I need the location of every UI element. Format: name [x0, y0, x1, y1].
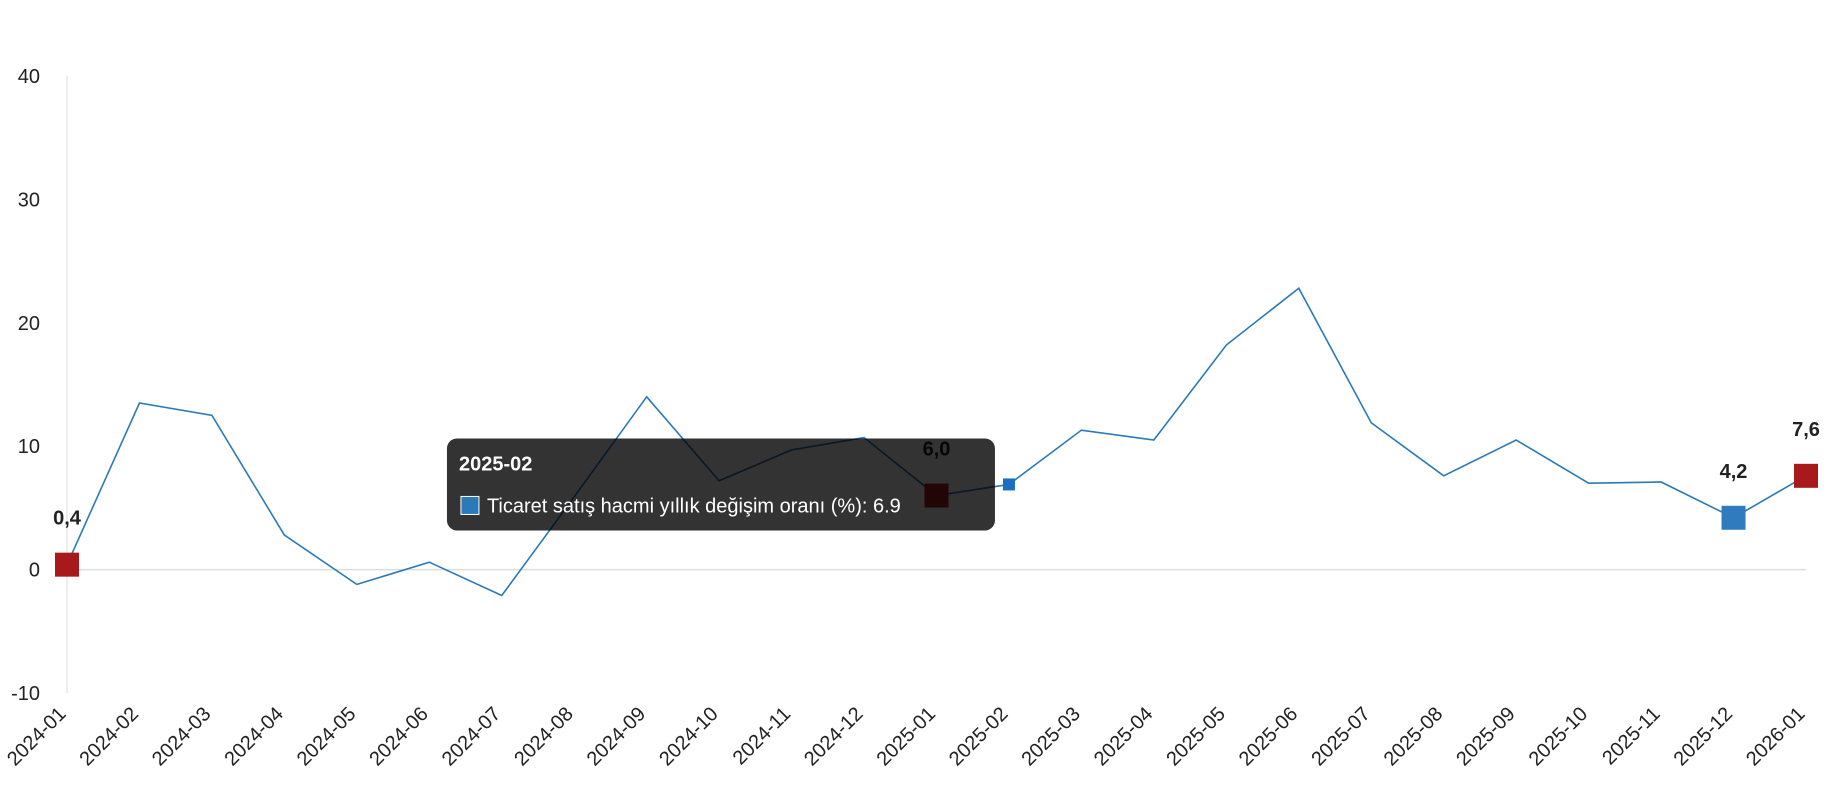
x-tick-label: 2024-01 — [3, 703, 70, 770]
x-tick-label: 2025-11 — [1598, 703, 1664, 769]
x-tick-label: 2025-12 — [1670, 703, 1737, 770]
y-tick-label: 0 — [29, 560, 40, 582]
tooltip-text: Ticaret satış hacmi yıllık değişim oranı… — [487, 495, 901, 517]
x-tick-label: 2024-10 — [655, 703, 722, 770]
y-tick-label: -10 — [11, 683, 40, 705]
x-tick-label: 2024-03 — [148, 703, 215, 770]
data-marker — [1002, 478, 1015, 491]
tooltip: 2025-02 Ticaret satış hacmi yıllık değişi… — [446, 438, 995, 531]
x-tick-label: 2024-09 — [583, 703, 650, 770]
y-tick-label: 30 — [18, 189, 40, 211]
x-tick-label: 2025-07 — [1307, 703, 1374, 770]
x-tick-label: 2025-01 — [873, 703, 940, 770]
x-tick-label: 2025-06 — [1235, 703, 1302, 770]
tooltip-box — [446, 438, 995, 531]
x-tick-label: 2025-03 — [1017, 703, 1084, 770]
data-label: 7,6 — [1792, 419, 1820, 441]
data-label: 4,2 — [1720, 461, 1748, 483]
x-tick-label: 2025-04 — [1090, 703, 1157, 770]
x-tick-label: 2024-12 — [800, 703, 867, 770]
data-label: 0,4 — [53, 508, 82, 530]
x-tick-label: 2025-02 — [945, 703, 1012, 770]
x-tick-label: 2024-05 — [293, 703, 360, 770]
x-tick-label: 2025-10 — [1525, 703, 1592, 770]
tooltip-separator: : — [862, 495, 873, 517]
x-tick-label: 2024-07 — [438, 703, 505, 770]
x-tick-label: 2024-06 — [365, 703, 432, 770]
x-tick-label: 2026-01 — [1742, 703, 1809, 770]
x-tick-label: 2024-11 — [729, 703, 795, 769]
y-tick-label: 10 — [18, 436, 40, 458]
tooltip-swatch — [460, 495, 480, 515]
x-tick-label: 2024-04 — [220, 703, 287, 770]
tooltip-title: 2025-02 — [459, 453, 532, 475]
tooltip-series-name: Ticaret satış hacmi yıllık değişim oranı… — [487, 495, 862, 517]
y-tick-label: 40 — [18, 66, 40, 88]
x-tick-label: 2025-08 — [1380, 703, 1447, 770]
data-marker — [1721, 505, 1746, 530]
x-tick-label: 2024-08 — [510, 703, 577, 770]
x-tick-label: 2025-05 — [1162, 703, 1229, 770]
data-marker — [1794, 463, 1818, 488]
data-marker — [55, 552, 79, 577]
tooltip-value: 6.9 — [873, 495, 901, 517]
x-tick-label: 2025-09 — [1452, 703, 1519, 770]
y-tick-label: 20 — [18, 313, 40, 335]
x-tick-label: 2024-02 — [76, 703, 143, 770]
